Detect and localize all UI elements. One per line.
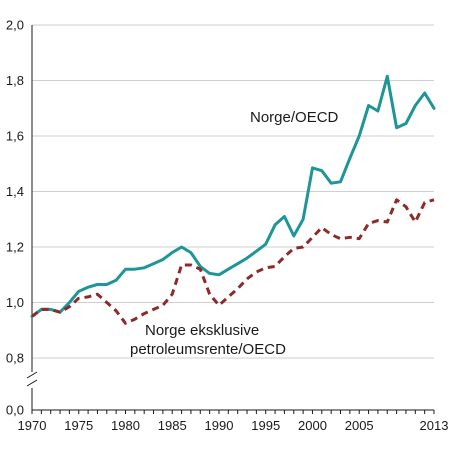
y-tick-label-4: 1,4 bbox=[6, 184, 24, 199]
annotation-petroleumsrente: petroleumsrente/OECD bbox=[130, 341, 286, 358]
x-tick-label-5: 1995 bbox=[251, 418, 280, 433]
axis-break-marker bbox=[26, 371, 38, 387]
series-line-1 bbox=[31, 198, 435, 325]
x-tick-label-7: 2005 bbox=[345, 418, 374, 433]
tick-labels: 0,0 0,8 1,0 1,2 1,4 1,6 1,8 2,0 1970 1975 1980 1985… bbox=[6, 18, 449, 434]
annotation-norge-eksklusive: Norge eksklusive bbox=[145, 322, 259, 339]
axis-break-slash-1 bbox=[26, 371, 38, 379]
y-tick-label-0: 0,0 bbox=[6, 403, 24, 418]
y-tick-label-5: 1,6 bbox=[6, 129, 24, 144]
y-tick-label-2: 1,0 bbox=[6, 295, 24, 310]
x-tick-label-0: 1970 bbox=[18, 418, 47, 433]
x-tick-label-6: 2000 bbox=[298, 418, 327, 433]
axes bbox=[31, 25, 435, 414]
x-tick-label-1: 1975 bbox=[64, 418, 93, 433]
y-tick-label-1: 0,8 bbox=[6, 351, 24, 366]
annotation-norge-oecd: Norge/OECD bbox=[250, 109, 339, 126]
x-tick-label-3: 1985 bbox=[158, 418, 187, 433]
x-tick-label-2: 1980 bbox=[111, 418, 140, 433]
series-annotations: Norge/OECD Norge eksklusive petroleumsre… bbox=[130, 109, 339, 358]
series-lines bbox=[30, 74, 436, 325]
grid bbox=[32, 24, 434, 359]
y-tick-label-6: 1,8 bbox=[6, 73, 24, 88]
x-tick-label-8: 2013 bbox=[420, 418, 449, 433]
y-tick-label-3: 1,2 bbox=[6, 240, 24, 255]
x-tick-label-4: 1990 bbox=[205, 418, 234, 433]
y-tick-label-7: 2,0 bbox=[6, 18, 24, 33]
series-line-0 bbox=[30, 74, 436, 318]
axis-break-slash-2 bbox=[26, 379, 38, 387]
